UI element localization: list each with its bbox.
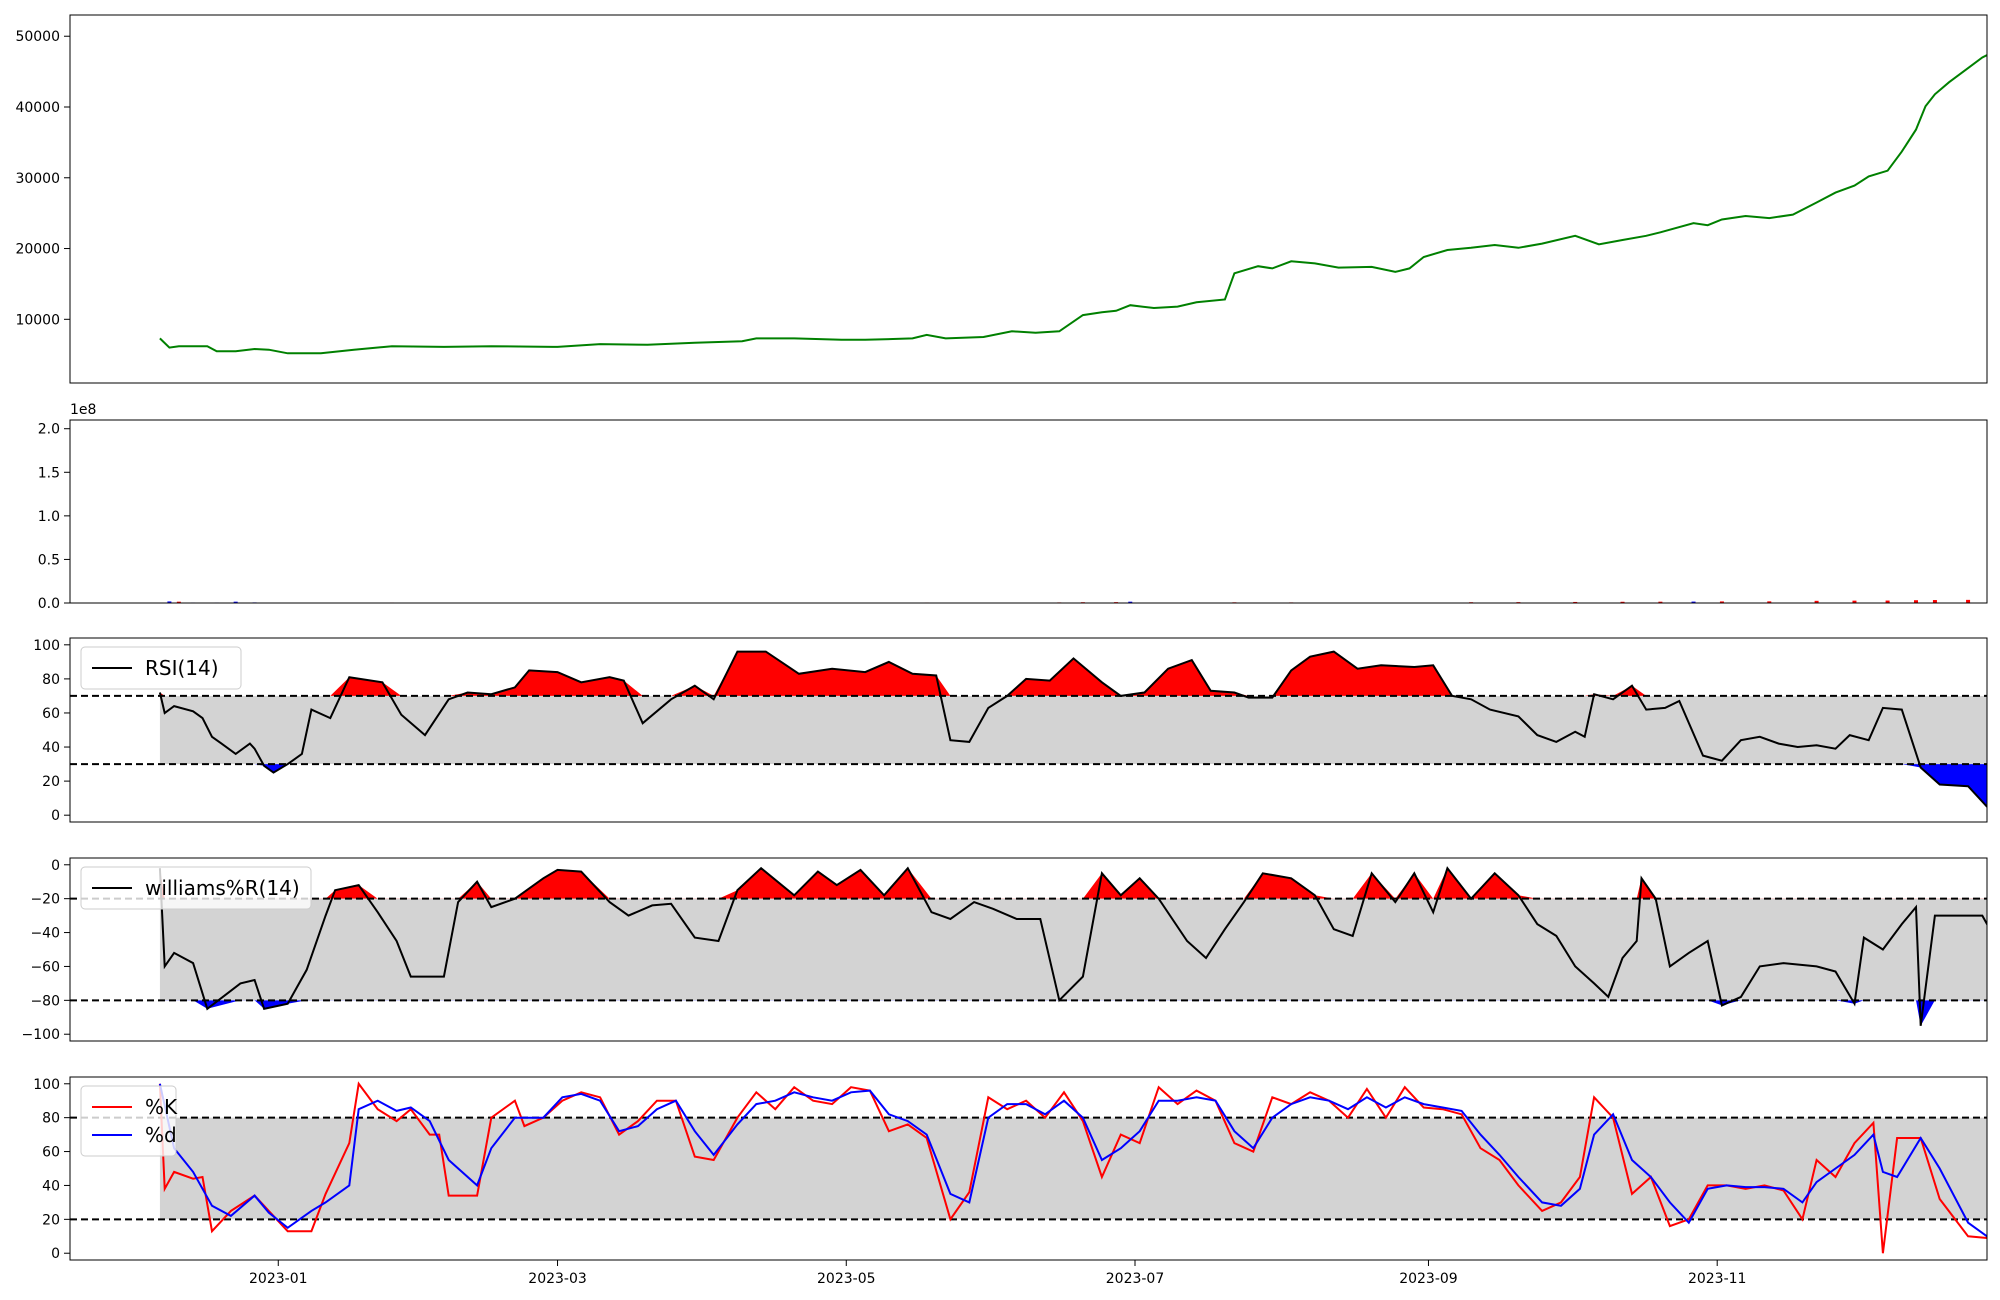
volume-bar	[1914, 600, 1918, 603]
axes-frame	[69, 1076, 1988, 1261]
rsi-panel: RSI(14) 0 20 40 60 80 100	[33, 637, 1988, 824]
y-tick-label: 0	[51, 858, 60, 874]
volume-bar	[1573, 601, 1578, 603]
shared-x-axis: 2023-01 2023-03 2023-05 2023-07 2023-09 2023-…	[249, 1260, 1746, 1287]
overbought-fill	[159, 868, 1987, 899]
y-tick-label: 80	[42, 1111, 60, 1127]
legend-box	[80, 646, 242, 690]
legend: williams%R(14)	[80, 866, 312, 910]
y-tick-label: 40000	[15, 100, 60, 116]
legend-box	[80, 866, 312, 910]
volume-bar	[1932, 600, 1937, 603]
y-tick-label: 20	[42, 1212, 60, 1228]
threshold-band	[159, 898, 1987, 1001]
price-panel: 10000 20000 30000 40000 50000	[15, 14, 1988, 384]
legend-label: %K	[145, 1095, 178, 1119]
volume-bar	[1852, 600, 1857, 603]
y-tick-label: 40	[42, 740, 60, 756]
plot-area	[159, 54, 1987, 355]
y-tick-label: 0	[51, 808, 60, 824]
volume-bar	[1719, 601, 1724, 603]
stochastic-line	[158, 1081, 1987, 1254]
y-tick-label: 60	[42, 1145, 60, 1161]
y-tick-label: 1.0	[38, 509, 60, 525]
plot-area	[70, 1081, 1987, 1254]
volume-bar	[1767, 601, 1772, 603]
x-tick-label: 2023-03	[528, 1271, 587, 1287]
y-tick-label: 30000	[15, 171, 60, 187]
volume-bar	[167, 601, 172, 603]
y-tick-label: 20	[42, 774, 60, 790]
volume-bar	[233, 601, 238, 603]
y-tick-label: 1.5	[38, 465, 60, 481]
volume-bar	[1691, 601, 1696, 603]
x-tick-label: 2023-01	[249, 1271, 308, 1287]
y-tick-label: −40	[30, 926, 60, 942]
stochastic-line	[158, 1083, 1987, 1238]
volume-bar	[1814, 600, 1819, 603]
axes-frame	[69, 857, 1988, 1042]
threshold-band	[159, 1117, 1987, 1220]
y-tick-label: 100	[33, 638, 60, 654]
volume-bar	[1966, 599, 1971, 603]
y-tick-label: 40	[42, 1178, 60, 1194]
threshold-band	[159, 695, 1987, 765]
x-tick-label: 2023-09	[1399, 1271, 1458, 1287]
x-tick-label: 2023-11	[1688, 1271, 1747, 1287]
stochastic-panel: %K %d 0 20 40 60 80 100	[33, 1076, 1988, 1262]
axes-frame	[69, 419, 1988, 604]
plot-area	[70, 650, 1987, 808]
legend-label: %d	[145, 1123, 177, 1147]
legend-label: williams%R(14)	[145, 876, 300, 900]
overbought-fill	[159, 651, 1987, 696]
y-tick-label: −100	[22, 1027, 60, 1043]
rsi-line	[158, 650, 1987, 808]
legend: RSI(14)	[80, 646, 242, 690]
volume-bar	[1128, 601, 1133, 603]
y-tick-label: 0	[51, 1246, 60, 1262]
y-tick-label: −80	[30, 993, 60, 1009]
y-tick-label: 0.0	[38, 596, 60, 612]
price-line	[159, 54, 1987, 355]
legend-label: RSI(14)	[145, 656, 219, 680]
y-tick-label: 80	[42, 672, 60, 688]
y-tick-label: 60	[42, 706, 60, 722]
volume-panel: 1e8 0.0 0.5 1.0 1.5 2.0	[38, 402, 1988, 612]
williams-line	[158, 866, 1987, 1026]
x-tick-label: 2023-07	[1106, 1271, 1165, 1287]
volume-bar	[176, 601, 181, 603]
y-tick-label: 0.5	[38, 552, 60, 568]
y-tick-label: −60	[30, 959, 60, 975]
volume-bar	[1658, 601, 1663, 603]
volume-bar	[1885, 600, 1890, 603]
chart-panels: 10000200003000040000500001e80.00.51.01.5…	[15, 14, 1988, 1262]
y-tick-label: 20000	[15, 242, 60, 258]
y-offset-label: 1e8	[70, 402, 96, 418]
axes-frame	[69, 637, 1988, 823]
volume-bar	[1620, 601, 1625, 603]
y-tick-label: 50000	[15, 29, 60, 45]
y-tick-label: 2.0	[38, 422, 60, 438]
axes-frame	[69, 14, 1988, 384]
y-tick-label: −20	[30, 892, 60, 908]
legend-box	[80, 1085, 177, 1157]
y-tick-label: 10000	[15, 312, 60, 328]
williams-panel: williams%R(14) 0 −20 −40 −60 −80 −100	[22, 857, 1988, 1043]
plot-area	[70, 866, 1987, 1026]
legend: %K %d	[80, 1085, 178, 1157]
x-tick-label: 2023-05	[817, 1271, 876, 1287]
y-tick-label: 100	[33, 1077, 60, 1093]
